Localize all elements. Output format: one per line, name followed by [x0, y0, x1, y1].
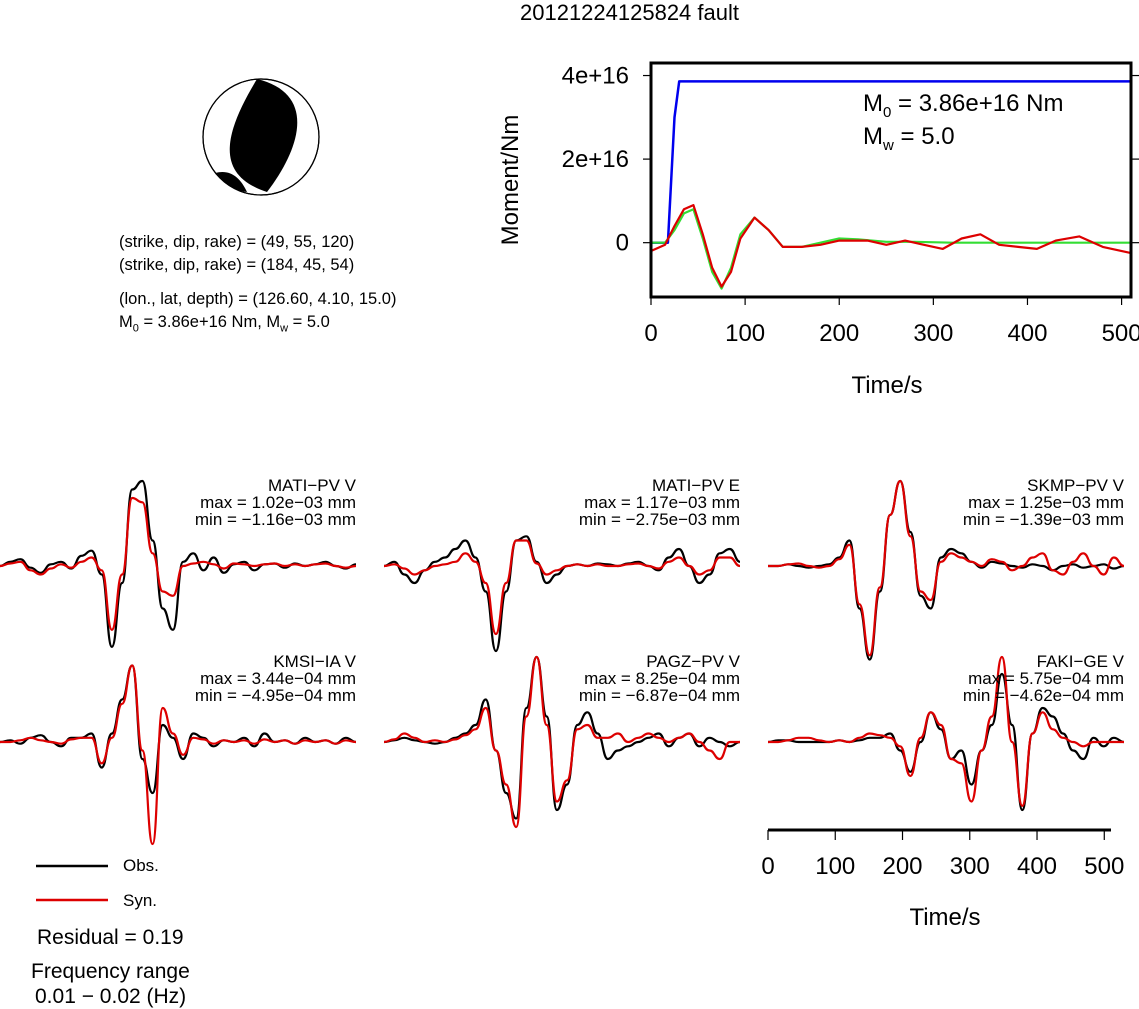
stf-frame [649, 61, 1133, 299]
stf-ytick-label: 2e+16 [562, 146, 629, 173]
legend-obs-label: Obs. [123, 856, 159, 875]
figure-title: 20121224125824 fault [520, 0, 739, 25]
stf-chart: 0 100 200 300 400 500 0 2e+16 4e+16 Time/s Momen… [497, 61, 1139, 399]
residual-text: Residual = 0.19 [37, 926, 184, 949]
stf-ytick-label: 4e+16 [562, 63, 629, 90]
stf-mw-annot: Mw = 5.0 [863, 123, 955, 154]
stf-series-1 [651, 208, 1131, 290]
beachball-compression-lobe [229, 79, 298, 192]
station-min: min = −6.87e−04 mm [578, 686, 740, 705]
station-max: max = 5.75e−04 mm [968, 669, 1124, 688]
beachball [202, 78, 320, 196]
stf-xtick-label: 200 [819, 320, 859, 347]
syn-trace-2 [767, 479, 1125, 657]
stf-ytick-label: 0 [616, 230, 629, 257]
stf-xtick-label: 100 [725, 320, 765, 347]
station-name: SKMP−PV V [1027, 476, 1124, 495]
frequency-label: Frequency range [31, 960, 190, 983]
wave-xtick-label: 200 [882, 853, 922, 880]
waveform-panels: 0 100 200 300 400 500 Time/s [0, 479, 1125, 931]
stf-series-2 [650, 204, 1132, 288]
station-max: max = 8.25e−04 mm [584, 669, 740, 688]
stf-ylabel: Moment/Nm [497, 115, 524, 246]
stf-xlabel: Time/s [851, 372, 922, 399]
syn-trace-1 [383, 539, 741, 636]
beachball-small-lobe [215, 171, 247, 192]
station-min: min = −4.62e−04 mm [962, 686, 1124, 705]
station-name: MATI−PV E [651, 476, 740, 495]
location-text: (lon., lat, depth) = (126.60, 4.10, 15.0… [119, 290, 397, 308]
station-min: min = −4.95e−04 mm [194, 686, 356, 705]
obs-trace-2 [767, 479, 1125, 661]
plane2-text: (strike, dip, rake) = (184, 45, 54) [119, 256, 355, 274]
syn-trace-5 [768, 655, 1124, 807]
wave-xlabel: Time/s [909, 904, 980, 931]
station-max: max = 1.17e−03 mm [584, 493, 740, 512]
wave-xtick-label: 0 [761, 853, 774, 880]
syn-trace-0 [0, 496, 357, 631]
frequency-value: 0.01 − 0.02 (Hz) [35, 985, 187, 1008]
legend-syn-label: Syn. [123, 891, 158, 910]
wave-xtick-label: 400 [1017, 853, 1057, 880]
station-name: MATI−PV V [267, 476, 356, 495]
station-max: max = 3.44e−04 mm [200, 669, 356, 688]
stf-xtick-label: 500 [1102, 320, 1139, 347]
stf-m0-annot: M0 = 3.86e+16 Nm [863, 90, 1063, 121]
station-max: max = 1.02e−03 mm [200, 493, 356, 512]
wave-xtick-label: 500 [1084, 853, 1124, 880]
station-name: PAGZ−PV V [646, 652, 740, 671]
obs-trace-1 [383, 535, 741, 653]
stf-xtick-label: 400 [1007, 320, 1047, 347]
station-min: min = −1.16e−03 mm [194, 510, 356, 529]
syn-trace-4 [383, 655, 740, 829]
station-name: FAKI−GE V [1036, 652, 1124, 671]
station-min: min = −2.75e−03 mm [578, 510, 740, 529]
moment-text: M0 = 3.86e+16 Nm, Mw = 5.0 [119, 313, 330, 335]
wave-xtick-label: 100 [815, 853, 855, 880]
station-name: KMSI−IA V [273, 652, 356, 671]
wave-xtick-label: 300 [950, 853, 990, 880]
legend-lines [36, 864, 108, 902]
stf-xtick-label: 300 [913, 320, 953, 347]
plane1-text: (strike, dip, rake) = (49, 55, 120) [119, 233, 355, 251]
station-max: max = 1.25e−03 mm [968, 493, 1124, 512]
stf-xtick-label: 0 [644, 320, 657, 347]
station-min: min = −1.39e−03 mm [962, 510, 1124, 529]
syn-trace-3 [0, 664, 357, 846]
